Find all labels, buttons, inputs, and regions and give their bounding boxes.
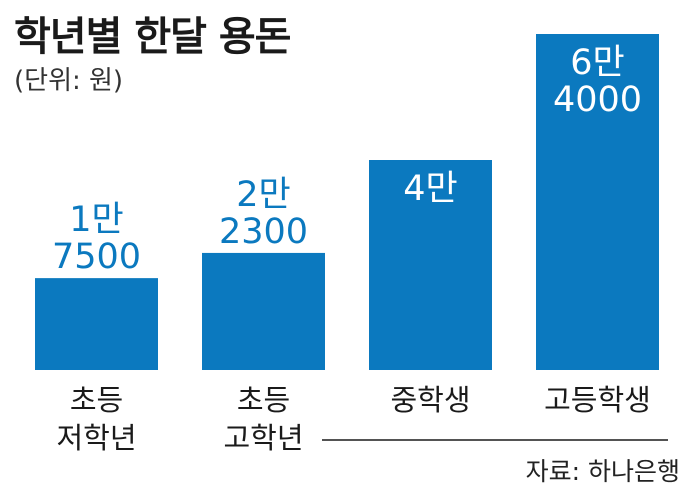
- bar-1: [202, 252, 325, 370]
- chart-title: 학년별 한달 용돈: [14, 14, 291, 60]
- unit-label: (단위: 원): [14, 66, 124, 96]
- value-label-0-0: 1만: [69, 200, 123, 240]
- value-label-2-0: 4만: [403, 169, 457, 209]
- bars-group: [35, 34, 659, 370]
- bar-2: [369, 160, 492, 370]
- category-label-1-0: 초등: [237, 383, 290, 417]
- category-label-2-0: 중학생: [390, 383, 470, 417]
- category-label-3-0: 고등학생: [544, 383, 651, 417]
- value-label-0-1: 7500: [52, 237, 141, 277]
- value-label-1-0: 2만: [236, 175, 290, 215]
- bar-0: [35, 278, 158, 370]
- value-label-3-0: 6만: [570, 43, 624, 83]
- value-label-1-1: 2300: [219, 212, 308, 252]
- source-note: 자료: 하나은행: [525, 457, 680, 486]
- category-label-0-0: 초등: [70, 383, 123, 417]
- category-label-0-1: 저학년: [56, 421, 136, 455]
- bar-3: [536, 34, 659, 370]
- category-label-1-1: 고학년: [223, 421, 303, 455]
- value-label-3-1: 4000: [553, 80, 642, 120]
